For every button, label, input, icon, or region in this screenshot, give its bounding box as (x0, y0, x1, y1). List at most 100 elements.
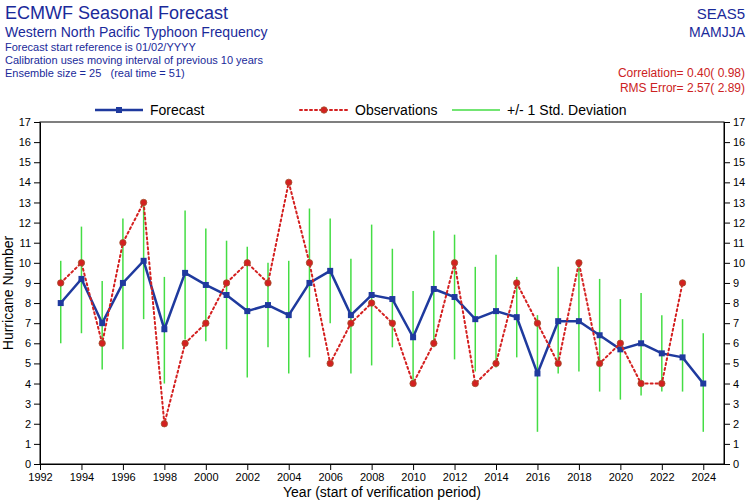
tick: 3 (25, 398, 40, 410)
tick-mark (247, 464, 248, 470)
marker (368, 300, 374, 306)
tick-label: 3 (733, 398, 739, 410)
tick-mark (372, 464, 373, 470)
error-bars (61, 204, 704, 431)
marker (617, 340, 623, 346)
tick-label: 14 (733, 176, 745, 188)
x-axis: 1992199419961998200020022004200620082010… (28, 464, 724, 483)
tick-mark (34, 464, 40, 465)
marker (680, 354, 686, 360)
tick-mark (724, 384, 730, 385)
series-line (61, 182, 683, 423)
marker (78, 260, 84, 266)
tick: 2004 (277, 464, 301, 483)
marker (700, 381, 706, 387)
marker (514, 314, 520, 320)
tick-label: 17 (19, 116, 31, 128)
tick-label: 6 (25, 337, 31, 349)
annotation: MAMJJA (689, 24, 746, 40)
legend: Forecast Observations +/- 1 Std. Deviation (95, 102, 626, 118)
marker (369, 292, 375, 298)
tick-label: 6 (733, 337, 739, 349)
marker (182, 270, 188, 276)
tick: 8 (25, 297, 40, 309)
tick: 6 (724, 337, 739, 349)
tick: 1998 (153, 464, 177, 483)
tick-mark (579, 464, 580, 470)
plot-frame (40, 122, 724, 464)
tick-label: 2016 (526, 471, 550, 483)
marker (659, 350, 665, 356)
marker (306, 280, 312, 286)
marker (203, 282, 209, 288)
marker (389, 296, 395, 302)
tick-mark (34, 424, 40, 425)
marker (679, 280, 685, 286)
marker (120, 280, 126, 286)
tick-mark (34, 263, 40, 264)
tick: 6 (25, 337, 40, 349)
tick-label: 13 (19, 196, 31, 208)
marker (203, 320, 209, 326)
marker (265, 302, 271, 308)
tick-mark (724, 323, 730, 324)
tick-label: 8 (733, 297, 739, 309)
marker (452, 294, 458, 300)
tick-label: 11 (20, 237, 31, 249)
marker (576, 318, 582, 324)
tick: 2018 (567, 464, 591, 483)
tick-mark (724, 182, 730, 183)
tick: 2008 (360, 464, 384, 483)
legend-item: Observations (300, 102, 437, 118)
marker (348, 320, 354, 326)
tick: 8 (724, 297, 739, 309)
tick-label: 16 (19, 136, 31, 148)
marker (410, 380, 416, 386)
tick: 3 (724, 398, 739, 410)
marker (78, 276, 84, 282)
tick-label: 13 (733, 196, 745, 208)
marker (99, 340, 105, 346)
marker (431, 286, 437, 292)
marker (514, 280, 520, 286)
tick: 14 (724, 176, 745, 188)
marker (638, 380, 644, 386)
tick-label: 2000 (194, 471, 218, 483)
tick-label: 2 (733, 418, 739, 430)
tick-mark (34, 384, 40, 385)
tick: 15 (724, 156, 745, 168)
tick-mark (289, 464, 290, 470)
plot-area (58, 179, 707, 432)
tick-mark (34, 243, 40, 244)
marker (244, 308, 250, 314)
tick-mark (724, 363, 730, 364)
tick-label: 1998 (153, 471, 177, 483)
tick-mark (496, 464, 497, 470)
tick: 5 (724, 357, 739, 369)
tick-label: 0 (733, 458, 739, 470)
tick: 2012 (443, 464, 467, 483)
tick-mark (724, 263, 730, 264)
chart: ECMWF Seasonal ForecastWestern North Pac… (0, 0, 751, 504)
tick-label: 2012 (443, 471, 467, 483)
tick-label: 2018 (567, 471, 591, 483)
tick-mark (123, 464, 124, 470)
annotation: Forecast start reference is 01/02/YYYY (5, 41, 196, 53)
tick-label: 1994 (70, 471, 94, 483)
marker (410, 334, 416, 340)
tick-label: 15 (733, 156, 745, 168)
marker (224, 292, 230, 298)
tick-mark (34, 404, 40, 405)
legend-label: Forecast (150, 102, 205, 118)
tick-mark (724, 303, 730, 304)
annotation: RMS Error= 2.57( 2.89) (620, 81, 745, 95)
tick-label: 14 (19, 176, 31, 188)
legend-label: Observations (355, 102, 437, 118)
tick-label: 4 (733, 378, 739, 390)
tick-mark (662, 464, 663, 470)
legend-item: +/- 1 Std. Deviation (452, 102, 626, 118)
tick-mark (413, 464, 414, 470)
tick-label: 1 (733, 438, 739, 450)
tick: 5 (25, 357, 40, 369)
tick: 2002 (236, 464, 260, 483)
